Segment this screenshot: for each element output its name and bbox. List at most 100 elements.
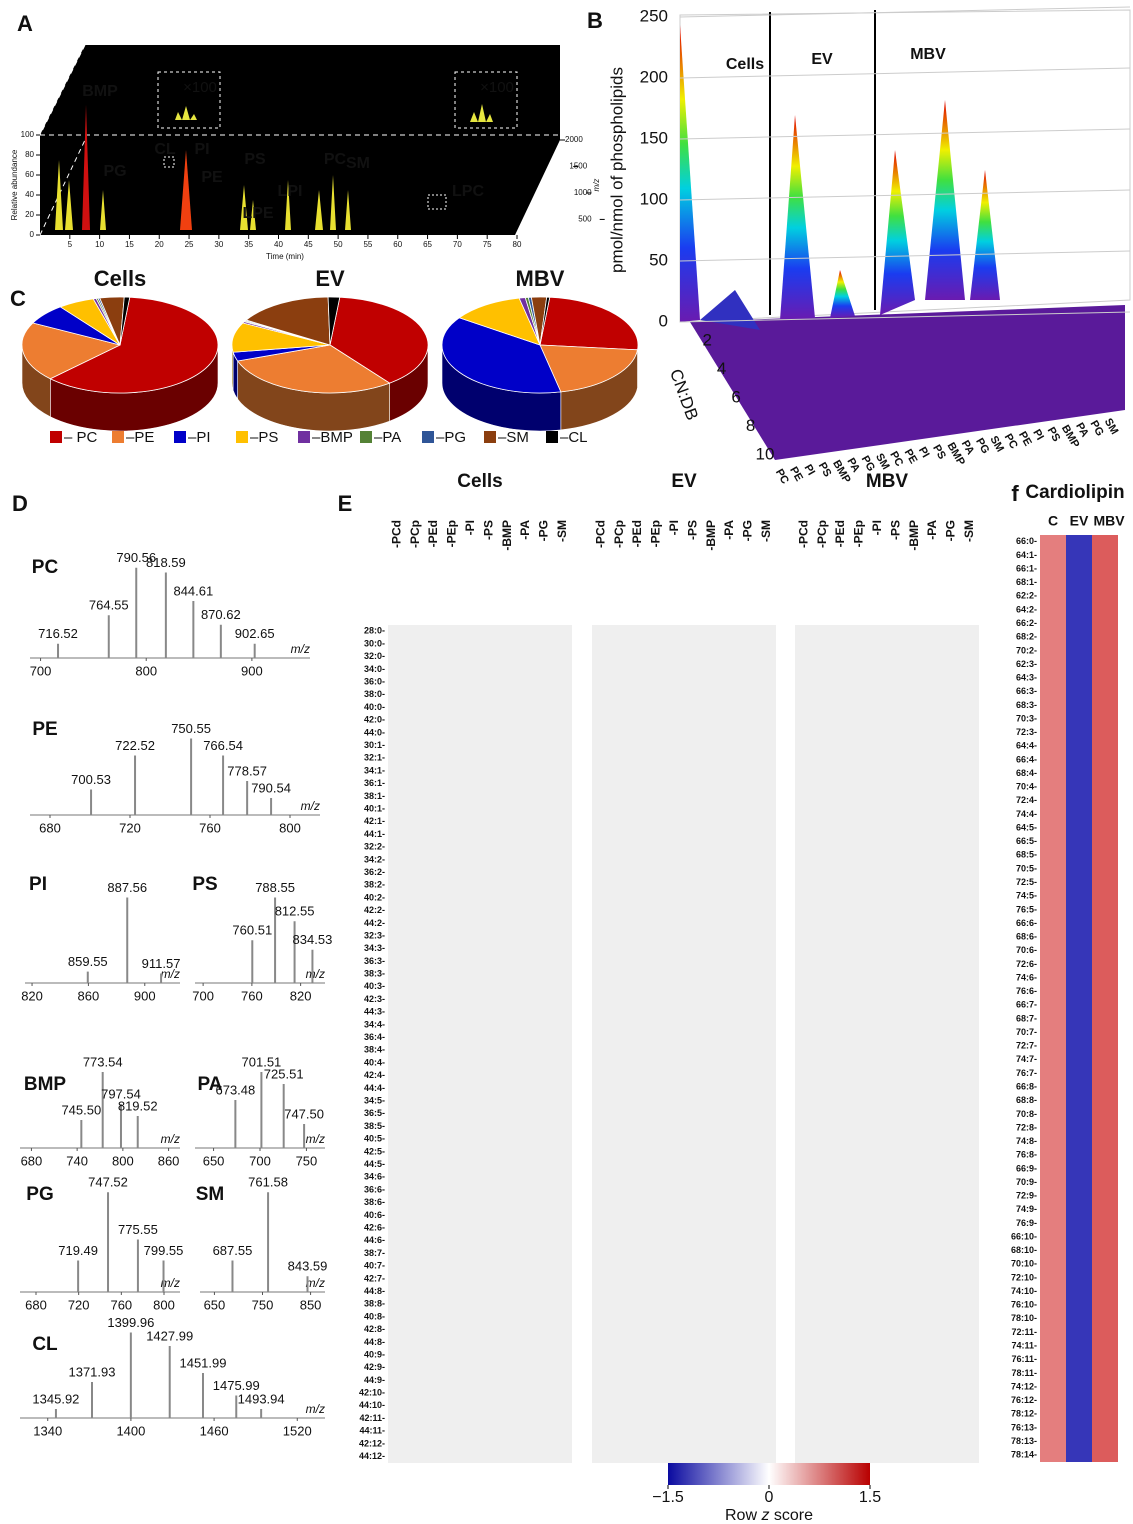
row-label: 42:0-: [364, 715, 385, 725]
y-tick-label: 40: [25, 190, 34, 199]
x-tick-label: 700: [249, 1153, 271, 1168]
row-label: 72:3-: [1016, 727, 1037, 737]
panel-letter: E: [338, 491, 353, 516]
legend-label: –PS: [250, 429, 278, 446]
row-label: 66:6-: [1016, 918, 1037, 928]
row-label: 66:5-: [1016, 836, 1037, 846]
row-label: 44:2-: [364, 918, 385, 928]
column-label: -PG: [944, 520, 958, 541]
y-tick-label: 50: [649, 250, 668, 269]
peak-label: 790.54: [251, 780, 291, 795]
row-label: 68:6-: [1016, 932, 1037, 942]
column-label: -PI: [463, 520, 477, 535]
row-label: 44:11-: [359, 1426, 385, 1436]
panel-letter: D: [12, 491, 28, 516]
peak-label: 859.55: [68, 954, 108, 969]
row-label: 42:11-: [359, 1413, 385, 1423]
row-label: 68:8-: [1016, 1095, 1037, 1105]
row-label: 38:5-: [364, 1121, 385, 1131]
row-label: 40:7-: [364, 1261, 385, 1271]
row-label: 70:10-: [1011, 1259, 1037, 1269]
x-tick-label: 1520: [283, 1423, 312, 1438]
x-tick-label: 750: [296, 1153, 318, 1168]
row-label: 70:6-: [1016, 945, 1037, 955]
peak-label: 700.53: [71, 772, 111, 787]
x-tick-label: 650: [203, 1153, 225, 1168]
row-label: 68:3-: [1016, 700, 1037, 710]
peak-label: 870.62: [201, 607, 241, 622]
legend-swatch: [50, 431, 62, 443]
lipid-class-label: PE: [201, 169, 223, 186]
x-tick-label: 900: [134, 988, 156, 1003]
legend-swatch: [236, 431, 248, 443]
row-label: 44:9-: [364, 1375, 385, 1385]
lipid-class-label: LPE: [242, 205, 273, 222]
row-label: 68:10-: [1011, 1245, 1037, 1255]
row-label: 32:1-: [364, 753, 385, 763]
column-label: -PEp: [445, 520, 459, 547]
lipid-class-label: PG: [103, 163, 126, 180]
group-title: EV: [671, 471, 697, 492]
y-tick-label: 60: [25, 170, 34, 179]
row-label: 40:4-: [364, 1057, 385, 1067]
x-tick-label: 860: [158, 1153, 180, 1168]
row-label: 76:11-: [1011, 1354, 1037, 1364]
x-tick-label: 850: [300, 1297, 322, 1312]
legend-label: –SM: [498, 429, 529, 446]
legend-swatch: [360, 431, 372, 443]
row-label: 36:3-: [364, 956, 385, 966]
x-tick-label: 720: [119, 820, 141, 835]
peak-label: 778.57: [227, 763, 267, 778]
row-label: 74:9-: [1016, 1204, 1037, 1214]
legend-swatch: [422, 431, 434, 443]
row-label: 38:6-: [364, 1197, 385, 1207]
spectrum-title: PC: [32, 557, 59, 578]
ms-3d-box: [40, 45, 560, 235]
y-axis-title: pmol/nmol of phospholipids: [607, 67, 626, 273]
row-label: 72:8-: [1016, 1122, 1037, 1132]
x-tick-label: 45: [304, 240, 313, 249]
column-label: -PI: [667, 520, 681, 535]
row-label: 40:8-: [364, 1311, 385, 1321]
row-label: 62:2-: [1016, 591, 1037, 601]
row-label: 42:12-: [359, 1438, 385, 1448]
row-label: 44:0-: [364, 727, 385, 737]
x-tick-label: 50: [334, 240, 343, 249]
peak-label: 773.54: [83, 1054, 123, 1069]
x-tick-label: 680: [25, 1297, 47, 1312]
column-label: -PCd: [593, 520, 607, 548]
colorbar-title: Row z score: [725, 1507, 813, 1524]
row-label: 36:5-: [364, 1108, 385, 1118]
row-label: 38:2-: [364, 880, 385, 890]
depth-tick-label: 6: [731, 388, 740, 407]
z-axis-title: m/z: [592, 179, 601, 192]
x-tick-label: 35: [244, 240, 253, 249]
x-tick-label: 25: [185, 240, 194, 249]
row-label: 76:13-: [1011, 1422, 1037, 1432]
peak-label: 1345.92: [32, 1391, 79, 1406]
legend-label: –PA: [374, 429, 401, 446]
row-label: 44:12-: [359, 1451, 385, 1461]
peak-label: 716.52: [38, 626, 78, 641]
row-label: 66:1-: [1016, 563, 1037, 573]
row-label: 38:1-: [364, 791, 385, 801]
spectrum-title: BMP: [24, 1074, 67, 1095]
peak-label: 819.52: [118, 1098, 158, 1113]
row-label: 78:12-: [1011, 1409, 1037, 1419]
row-label: 76:10-: [1011, 1300, 1037, 1310]
spectrum-title: SM: [196, 1184, 225, 1205]
class-label: SM: [1102, 416, 1121, 436]
row-label: 68:7-: [1016, 1013, 1037, 1023]
row-label: 76:9-: [1016, 1218, 1037, 1228]
lipid-class-label: PC: [324, 151, 347, 168]
mz-label: m/z: [161, 1132, 180, 1146]
spectrum-title: PG: [26, 1184, 53, 1205]
row-label: 68:1-: [1016, 577, 1037, 587]
peak-label: 1371.93: [68, 1364, 115, 1379]
row-label: 64:4-: [1016, 741, 1037, 751]
x-tick-label: 10: [95, 240, 104, 249]
row-label: 40:3-: [364, 981, 385, 991]
column-label: -BMP: [907, 520, 921, 551]
x-tick-label: 680: [21, 1153, 43, 1168]
y-tick-label: 0: [659, 311, 668, 330]
